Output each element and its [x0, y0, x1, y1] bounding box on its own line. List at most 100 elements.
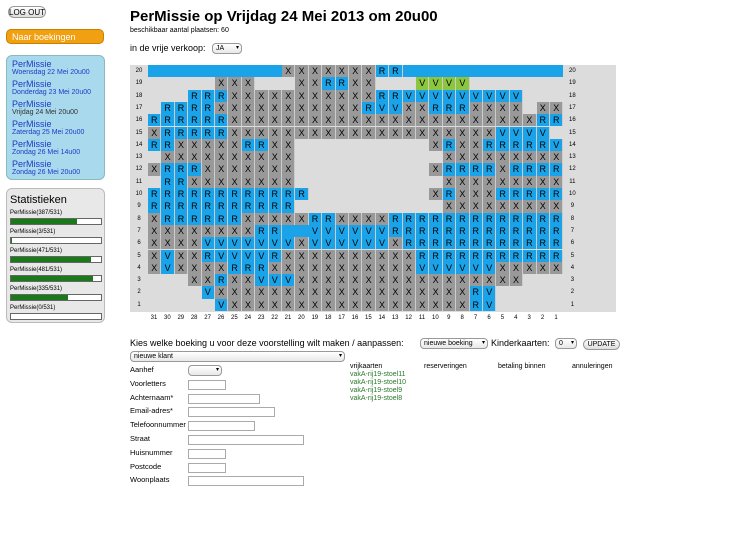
kinderkaarten-select[interactable]: 0 ▾: [555, 338, 577, 349]
seat[interactable]: V: [456, 89, 470, 102]
seat[interactable]: R: [215, 114, 229, 127]
seat[interactable]: R: [148, 188, 162, 201]
seat[interactable]: V: [349, 224, 363, 238]
seat[interactable]: R: [523, 249, 537, 262]
seat[interactable]: V: [268, 237, 282, 250]
seat[interactable]: V: [335, 237, 349, 250]
boeking-select[interactable]: nieuwe boeking ▾: [420, 338, 488, 349]
seat[interactable]: V: [241, 249, 256, 262]
seat[interactable]: V: [215, 298, 229, 311]
seat[interactable]: R: [174, 126, 189, 139]
seat[interactable]: V: [469, 89, 483, 102]
seat[interactable]: R: [536, 237, 550, 250]
seat[interactable]: V: [429, 89, 443, 102]
seat[interactable]: [483, 65, 497, 78]
seat[interactable]: R: [442, 138, 457, 152]
seat[interactable]: V: [536, 126, 550, 139]
seat[interactable]: R: [536, 114, 550, 127]
seat[interactable]: R: [442, 212, 457, 225]
seat[interactable]: V: [228, 237, 242, 250]
seat[interactable]: R: [509, 249, 524, 262]
seat[interactable]: V: [550, 138, 564, 152]
seat[interactable]: V: [456, 261, 470, 275]
seat[interactable]: V: [255, 249, 269, 262]
seat[interactable]: [174, 65, 189, 78]
seat[interactable]: V: [375, 101, 390, 115]
seat[interactable]: V: [442, 261, 457, 275]
seat[interactable]: V: [255, 237, 269, 250]
seat[interactable]: R: [295, 188, 309, 201]
seat[interactable]: R: [201, 89, 215, 102]
seat[interactable]: R: [469, 249, 483, 262]
seat[interactable]: R: [215, 212, 229, 225]
seat[interactable]: V: [416, 89, 430, 102]
seat[interactable]: R: [550, 163, 564, 176]
seat[interactable]: R: [268, 200, 282, 213]
show-item[interactable]: PerMissie Vrijdag 24 Mei 20u00: [12, 100, 104, 117]
seat[interactable]: R: [268, 224, 282, 238]
seat[interactable]: R: [523, 237, 537, 250]
seat[interactable]: R: [174, 175, 189, 188]
seat[interactable]: R: [496, 237, 510, 250]
seat[interactable]: V: [308, 237, 323, 250]
seat[interactable]: R: [469, 224, 483, 238]
naar-boekingen-button[interactable]: Naar boekingen: [6, 29, 104, 44]
form-input[interactable]: [188, 379, 226, 390]
seat[interactable]: R: [201, 114, 215, 127]
seat[interactable]: V: [201, 237, 215, 250]
seat[interactable]: [268, 65, 282, 78]
seat[interactable]: R: [469, 163, 483, 176]
seat[interactable]: R: [402, 224, 416, 238]
seat[interactable]: V: [282, 274, 296, 287]
seat[interactable]: [148, 65, 162, 78]
seat[interactable]: R: [536, 138, 550, 152]
seat[interactable]: R: [161, 101, 175, 115]
vrije-verkoop-select[interactable]: JA ▾: [212, 43, 242, 54]
seat[interactable]: [416, 65, 430, 78]
seat[interactable]: R: [536, 163, 550, 176]
seat[interactable]: R: [483, 163, 497, 176]
seat[interactable]: R: [550, 249, 564, 262]
seat[interactable]: R: [322, 212, 336, 225]
seat[interactable]: R: [188, 89, 202, 102]
seat[interactable]: R: [456, 237, 470, 250]
show-item[interactable]: PerMissie Zondag 26 Mei 20u00: [12, 160, 104, 177]
seat[interactable]: [469, 65, 483, 78]
seat[interactable]: [201, 65, 215, 78]
seat[interactable]: R: [228, 188, 242, 201]
seat[interactable]: R: [161, 212, 175, 225]
seat[interactable]: R: [550, 114, 564, 127]
logout-button[interactable]: LOG OUT: [8, 6, 46, 18]
seat[interactable]: R: [509, 212, 524, 225]
seat[interactable]: R: [282, 188, 296, 201]
seat[interactable]: R: [442, 188, 457, 201]
seat[interactable]: V: [322, 224, 336, 238]
seat[interactable]: [228, 65, 242, 78]
seat[interactable]: V: [215, 237, 229, 250]
seat[interactable]: V: [483, 261, 497, 275]
seat[interactable]: R: [201, 249, 215, 262]
seat[interactable]: R: [174, 163, 189, 176]
seat[interactable]: R: [148, 114, 162, 127]
seat[interactable]: R: [389, 224, 403, 238]
seat[interactable]: V: [496, 89, 510, 102]
seat[interactable]: [402, 65, 416, 78]
seat[interactable]: R: [469, 212, 483, 225]
seat[interactable]: R: [201, 200, 215, 213]
seat[interactable]: R: [429, 101, 443, 115]
seat[interactable]: V: [215, 249, 229, 262]
seat[interactable]: R: [496, 224, 510, 238]
seat[interactable]: R: [442, 224, 457, 238]
form-input[interactable]: [188, 407, 275, 418]
seat[interactable]: R: [255, 261, 269, 275]
seat[interactable]: [550, 65, 564, 78]
seat[interactable]: R: [509, 188, 524, 201]
seat[interactable]: R: [268, 188, 282, 201]
seat[interactable]: V: [483, 298, 497, 311]
seat[interactable]: R: [429, 249, 443, 262]
seat[interactable]: R: [416, 249, 430, 262]
seat[interactable]: R: [442, 101, 457, 115]
seat[interactable]: R: [456, 101, 470, 115]
seat[interactable]: R: [523, 163, 537, 176]
seat[interactable]: R: [188, 101, 202, 115]
